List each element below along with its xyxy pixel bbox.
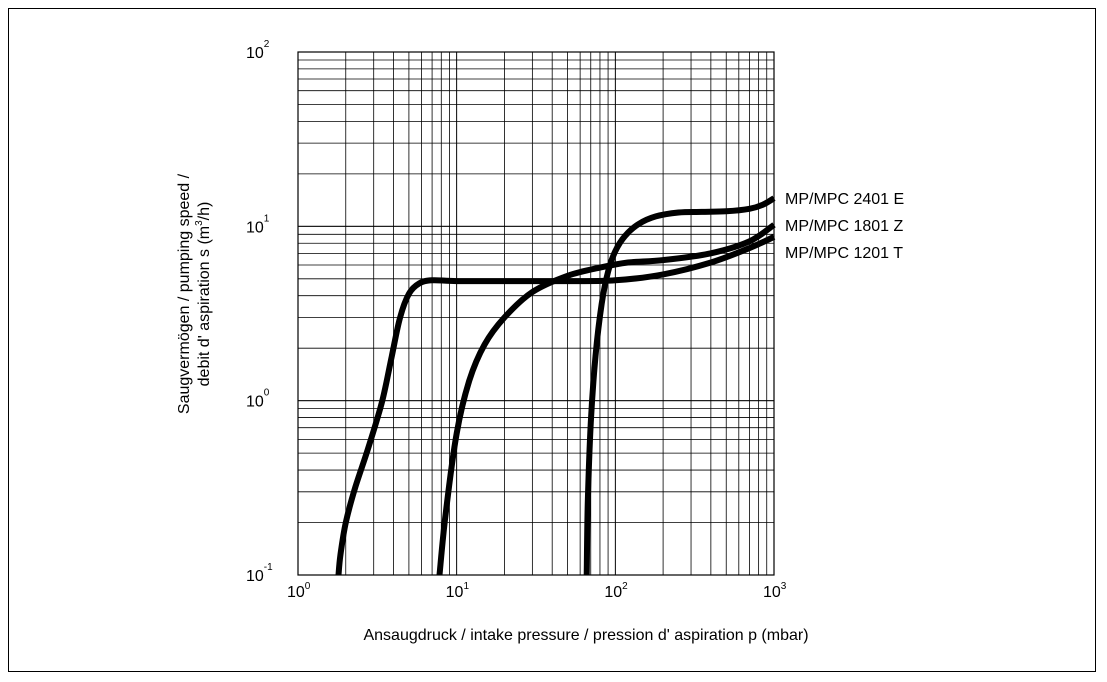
series-labels: MP/MPC 2401 E MP/MPC 1801 Z MP/MPC 1201 T — [785, 191, 904, 262]
series-line-3 — [583, 195, 776, 576]
x-tick-label: 102 — [604, 581, 628, 601]
series-label: MP/MPC 1801 Z — [785, 218, 903, 235]
series-label: MP/MPC 2401 E — [785, 191, 904, 208]
grid — [297, 51, 775, 576]
y-tick-labels: 10-1 100 101 102 — [246, 39, 273, 585]
y-tick-label: 102 — [246, 39, 270, 62]
y-tick-label: 101 — [246, 213, 270, 236]
y-axis-label-line2: debit d' aspiration s (m3/h) — [194, 202, 213, 387]
curves — [335, 195, 776, 576]
y-tick-label: 100 — [246, 388, 270, 411]
x-axis-label: Ansaugdruck / intake pressure / pression… — [363, 627, 808, 644]
chart-frame: 100 101 102 103 10-1 100 101 102 MP/MPC 2401 E… — [8, 8, 1096, 672]
series-line-2 — [436, 222, 776, 576]
y-axis-label-superscript: 3 — [194, 220, 205, 226]
y-axis-label-line1: Saugvermögen / pumping speed / — [176, 173, 193, 414]
x-tick-label: 103 — [763, 581, 787, 601]
plot-area-border — [297, 51, 775, 576]
x-tick-label: 100 — [287, 581, 311, 601]
x-tick-label: 101 — [446, 581, 470, 601]
series-label: MP/MPC 1201 T — [785, 245, 903, 262]
pumping-speed-chart: 100 101 102 103 10-1 100 101 102 MP/MPC 2401 E… — [176, 39, 904, 644]
y-axis-label: Saugvermögen / pumping speed / debit d' … — [176, 173, 213, 414]
series-line-1 — [335, 234, 776, 576]
y-axis-label-main: debit d' aspiration s (m — [196, 226, 213, 386]
y-tick-label: 10-1 — [246, 562, 273, 585]
x-tick-labels: 100 101 102 103 — [287, 581, 787, 601]
y-axis-label-end: /h) — [196, 202, 213, 221]
